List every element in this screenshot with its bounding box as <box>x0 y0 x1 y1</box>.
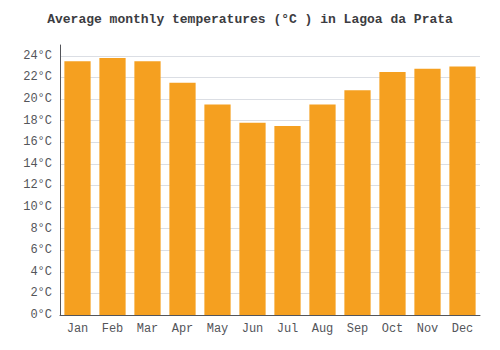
svg-text:Nov: Nov <box>417 322 439 336</box>
svg-text:6°C: 6°C <box>30 243 52 257</box>
svg-text:12°C: 12°C <box>23 178 52 192</box>
svg-text:Feb: Feb <box>102 322 124 336</box>
svg-text:24°C: 24°C <box>23 49 52 63</box>
svg-text:Oct: Oct <box>382 322 404 336</box>
svg-text:May: May <box>207 322 229 336</box>
svg-text:8°C: 8°C <box>30 222 52 236</box>
svg-text:Dec: Dec <box>452 322 474 336</box>
svg-text:22°C: 22°C <box>23 70 52 84</box>
svg-text:14°C: 14°C <box>23 157 52 171</box>
svg-text:Jun: Jun <box>242 322 264 336</box>
svg-text:0°C: 0°C <box>30 308 52 322</box>
svg-text:2°C: 2°C <box>30 286 52 300</box>
svg-text:Aug: Aug <box>312 322 334 336</box>
svg-text:4°C: 4°C <box>30 265 52 279</box>
svg-text:16°C: 16°C <box>23 135 52 149</box>
svg-text:Jan: Jan <box>67 322 89 336</box>
svg-text:Jul: Jul <box>277 322 299 336</box>
svg-text:20°C: 20°C <box>23 92 52 106</box>
svg-text:10°C: 10°C <box>23 200 52 214</box>
svg-text:18°C: 18°C <box>23 114 52 128</box>
svg-text:Apr: Apr <box>172 322 194 336</box>
svg-text:Mar: Mar <box>137 322 159 336</box>
svg-text:Average monthly temperatures (: Average monthly temperatures (°C ) in La… <box>47 12 453 27</box>
svg-text:Sep: Sep <box>347 322 369 336</box>
